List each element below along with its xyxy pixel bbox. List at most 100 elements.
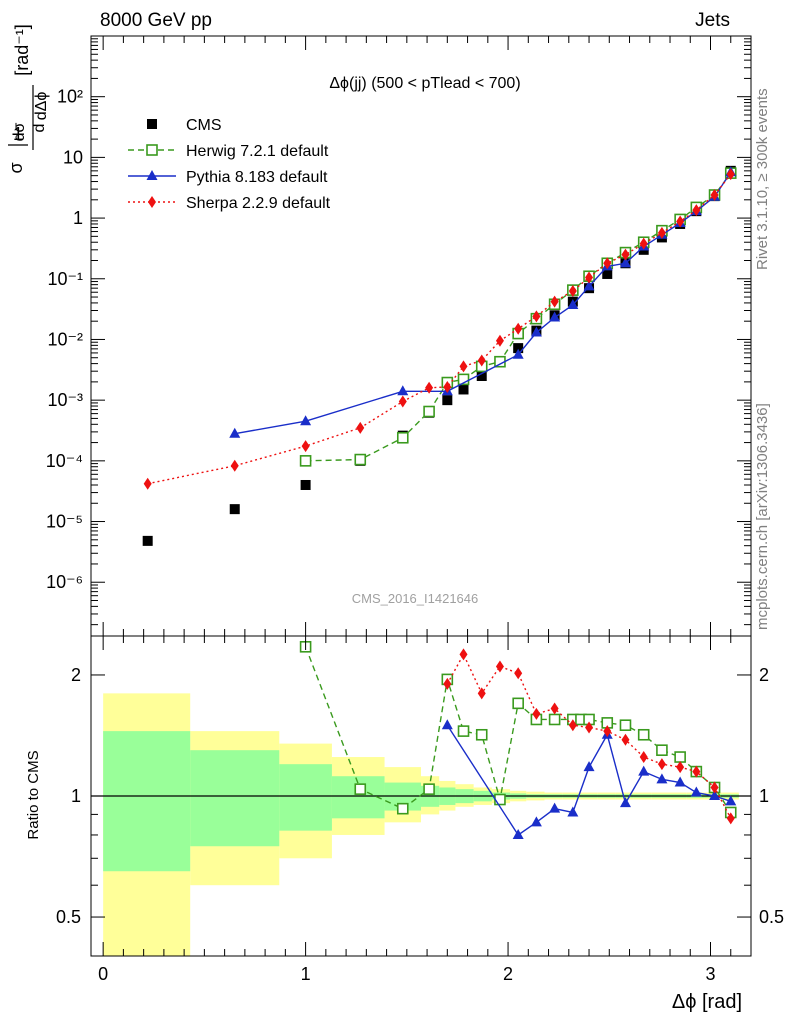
ratio-point-2 (495, 660, 504, 673)
svg-text:dΔϕ: dΔϕ (33, 92, 50, 121)
ratio-point-0 (548, 713, 561, 726)
data-point-1 (299, 455, 312, 467)
ratio-point-2 (621, 733, 630, 746)
y-tick-label: 10⁻¹ (47, 269, 83, 289)
ratio-point-1 (690, 786, 702, 797)
ratio-point-1 (567, 806, 579, 817)
svg-text:1: 1 (13, 124, 23, 144)
ratio-point-2 (585, 721, 594, 734)
ratio-y-tick-label: 1 (71, 786, 81, 806)
ratio-point-2 (639, 751, 648, 764)
x-axis-label: Δϕ [rad] (672, 991, 742, 1013)
data-point-3 (514, 322, 523, 335)
ratio-point-1 (725, 795, 737, 806)
ratio-point-1 (512, 828, 524, 839)
band-inner-bin (279, 764, 332, 831)
y-tick-label: 1 (73, 208, 83, 228)
ratio-point-0 (512, 697, 524, 710)
legend-label: Sherpa 2.2.9 default (186, 195, 331, 212)
mcplots-source-label: mcplots.cern.ch [arXiv:1306.3436] (754, 403, 771, 630)
data-point-3 (143, 477, 152, 490)
ratio-y-tick-label: 2 (759, 665, 769, 685)
y-tick-label: 10⁻⁴ (46, 451, 83, 471)
ratio-point-2 (726, 812, 735, 825)
ratio-point-1 (674, 776, 686, 787)
x-tick-label: 3 (706, 964, 716, 984)
rivet-version-label: Rivet 3.1.10, ≥ 300k events (754, 88, 771, 270)
ratio-y-axis-label: Ratio to CMS (25, 750, 42, 839)
legend-marker (148, 196, 156, 208)
legend-marker (147, 119, 157, 129)
data-point-0 (458, 384, 469, 395)
svg-text:[rad⁻¹]: [rad⁻¹] (12, 24, 32, 76)
data-point-2 (549, 311, 561, 322)
data-point-1 (396, 431, 409, 444)
data-point-3 (301, 440, 310, 453)
band-inner-bin (103, 731, 191, 872)
legend-label: Herwig 7.2.1 default (186, 143, 329, 160)
data-point-3 (230, 459, 239, 472)
data-point-2 (530, 326, 542, 337)
data-point-3 (568, 284, 577, 297)
ratio-point-1 (530, 816, 542, 827)
ratio-line-1 (446, 724, 731, 836)
data-point-2 (567, 298, 579, 309)
series-line-1 (305, 172, 732, 462)
data-point-3 (495, 334, 504, 347)
band-inner-bin (331, 776, 385, 819)
legend-marker (146, 170, 158, 180)
y-tick-label: 10⁻² (47, 329, 83, 349)
ratio-point-2 (550, 702, 559, 715)
svg-text:d: d (31, 124, 48, 133)
main-y-axis-label: 1 σ dσ d dΔϕ [rad⁻¹] (6, 24, 50, 173)
ratio-point-0 (475, 728, 488, 741)
y-tick-label: 10² (57, 87, 83, 107)
ratio-point-0 (354, 783, 367, 795)
legend-label: Pythia 8.183 default (186, 169, 328, 186)
data-point-3 (443, 380, 452, 393)
main-panel-title: Δϕ(jj) (500 < pTlead < 700) (329, 75, 520, 92)
ratio-point-2 (692, 765, 701, 778)
data-point-1 (457, 373, 470, 386)
legend: CMS Herwig 7.2.1 default Pythia 8.183 defa… (128, 117, 331, 212)
ratio-point-1 (549, 802, 561, 813)
ratio-point-2 (477, 687, 486, 700)
data-point-3 (710, 188, 719, 201)
y-tick-label: 10⁻³ (47, 390, 83, 410)
data-point-0 (476, 370, 487, 381)
x-tick-label: 2 (503, 964, 513, 984)
ratio-point-1 (583, 761, 595, 772)
data-point-3 (657, 226, 666, 239)
data-point-3 (459, 360, 468, 373)
ratio-point-1 (709, 790, 721, 800)
ratio-panel: 0.5 0.5 1 1 2 2 0 1 2 3 Ratio to CMS Δϕ [rad] (25, 635, 784, 1013)
data-point-0 (142, 535, 153, 546)
data-point-3 (621, 248, 630, 261)
ratio-y-tick-label: 2 (71, 665, 81, 685)
legend-marker (146, 144, 158, 156)
data-point-3 (550, 295, 559, 308)
ratio-y-tick-label: 1 (759, 786, 769, 806)
ratio-point-0 (619, 719, 632, 731)
ratio-y-tick-label: 0.5 (759, 907, 784, 927)
data-point-1 (354, 453, 367, 466)
ratio-point-2 (657, 758, 666, 771)
data-point-2 (397, 385, 409, 396)
ratio-point-1 (441, 719, 453, 730)
legend-label: CMS (186, 117, 222, 134)
data-point-3 (603, 257, 612, 270)
data-point-3 (356, 421, 365, 434)
ratio-point-2 (459, 648, 468, 661)
ratio-point-0 (637, 728, 650, 741)
x-tick-label: 1 (301, 964, 311, 984)
ratio-point-0 (674, 751, 686, 763)
data-point-3 (639, 237, 648, 250)
data-point-3 (477, 354, 486, 367)
process-label: Jets (695, 10, 730, 31)
data-point-1 (423, 405, 435, 418)
data-point-2 (512, 348, 524, 359)
ratio-point-1 (638, 765, 650, 776)
ratio-point-0 (656, 744, 668, 756)
collision-energy-label: 8000 GeV pp (100, 10, 212, 31)
